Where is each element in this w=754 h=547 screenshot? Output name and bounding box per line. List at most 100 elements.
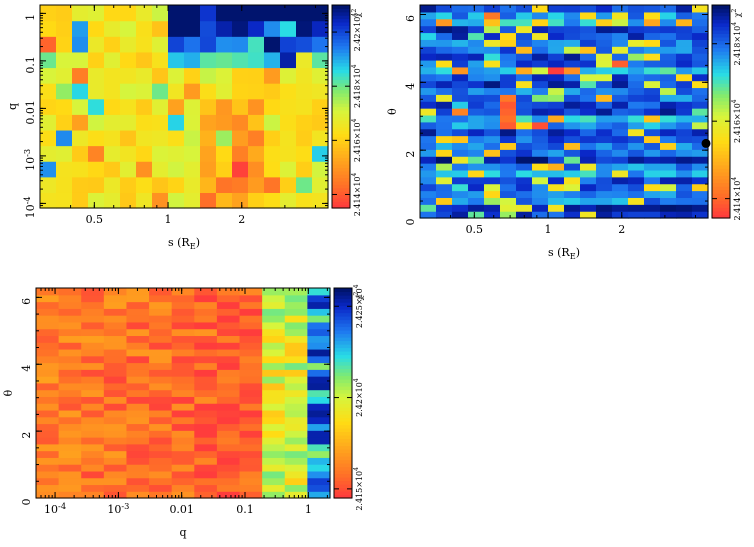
colorbar-segment bbox=[334, 480, 352, 485]
heatmap-cell bbox=[126, 382, 150, 391]
heatmap-cell bbox=[36, 470, 60, 479]
heatmap-cell bbox=[72, 161, 89, 178]
colorbar-segment bbox=[332, 92, 350, 97]
heatmap-cell bbox=[676, 73, 693, 82]
heatmap-cell bbox=[81, 457, 105, 465]
heatmap-cell bbox=[36, 450, 60, 458]
heatmap-cell bbox=[452, 197, 469, 205]
heatmap-cell bbox=[692, 176, 709, 185]
heatmap-cell bbox=[644, 176, 661, 185]
heatmap-cell bbox=[484, 114, 501, 123]
heatmap-cell bbox=[171, 315, 195, 323]
heatmap-cell bbox=[88, 176, 105, 193]
heatmap-cell bbox=[36, 348, 60, 357]
heatmap-cell bbox=[612, 46, 629, 54]
colorbar-segment bbox=[334, 302, 352, 307]
heatmap-cell bbox=[284, 484, 308, 492]
heatmap-cell bbox=[168, 98, 185, 115]
heatmap-cell bbox=[676, 46, 693, 54]
colorbar-segment bbox=[334, 487, 352, 492]
heatmap-cell bbox=[264, 161, 281, 178]
heatmap-cell bbox=[548, 135, 565, 144]
heatmap-cell bbox=[564, 80, 581, 89]
heatmap-cell bbox=[452, 94, 469, 102]
heatmap-cell bbox=[484, 66, 501, 75]
heatmap-cell bbox=[232, 192, 249, 209]
heatmap-cell bbox=[612, 163, 629, 171]
heatmap-cell bbox=[36, 301, 60, 309]
heatmap-cell bbox=[580, 183, 597, 192]
heatmap-cell bbox=[692, 66, 709, 75]
heatmap-cell bbox=[532, 121, 549, 130]
heatmap-cell bbox=[216, 450, 241, 458]
heatmap-cell bbox=[436, 183, 453, 192]
heatmap-cell bbox=[194, 348, 218, 357]
heatmap-cell bbox=[171, 491, 195, 499]
heatmap-cell bbox=[660, 5, 677, 13]
heatmap-cell bbox=[184, 176, 201, 193]
heatmap-cell bbox=[660, 94, 677, 102]
colorbar-segment bbox=[334, 484, 352, 489]
heatmap-cell bbox=[596, 59, 613, 68]
heatmap-cell bbox=[420, 121, 437, 130]
heatmap-cell bbox=[194, 355, 218, 364]
heatmap-cell bbox=[484, 163, 501, 171]
colorbar-segment bbox=[334, 309, 352, 314]
colorbar-segment bbox=[332, 86, 350, 91]
heatmap-cell bbox=[596, 80, 613, 89]
heatmap-cell bbox=[262, 348, 286, 357]
heatmap-cell bbox=[56, 145, 73, 162]
heatmap-cell bbox=[103, 294, 128, 303]
heatmap-cell bbox=[628, 5, 645, 13]
heatmap-cell bbox=[36, 308, 60, 316]
heatmap-cell bbox=[88, 114, 105, 131]
heatmap-cell bbox=[81, 470, 105, 479]
heatmap-cell bbox=[149, 484, 173, 492]
heatmap-cell bbox=[239, 355, 263, 364]
heatmap-cell bbox=[484, 211, 501, 219]
heatmap-cell bbox=[136, 114, 153, 131]
heatmap-cell bbox=[136, 176, 153, 193]
heatmap-cell bbox=[168, 67, 185, 84]
heatmap-cell bbox=[194, 437, 218, 445]
heatmap-cell bbox=[103, 450, 128, 458]
heatmap-cell bbox=[248, 192, 265, 209]
heatmap-cell bbox=[644, 128, 661, 137]
heatmap-cell bbox=[580, 176, 597, 185]
heatmap-cell bbox=[516, 46, 533, 54]
heatmap-cell bbox=[194, 484, 218, 492]
heatmap-cell bbox=[56, 36, 73, 53]
heatmap-cell bbox=[262, 430, 286, 438]
heatmap-cell bbox=[262, 288, 286, 296]
heatmap-cell bbox=[72, 67, 89, 84]
heatmap-cell bbox=[452, 5, 469, 13]
heatmap-cell bbox=[264, 114, 281, 131]
heatmap-cell bbox=[580, 46, 597, 54]
heatmap-cell bbox=[194, 396, 218, 404]
heatmap-cell bbox=[628, 94, 645, 102]
heatmap-cell bbox=[564, 108, 581, 116]
heatmap-cell bbox=[296, 114, 313, 131]
best-fit-marker bbox=[701, 138, 711, 148]
heatmap-cell bbox=[103, 457, 128, 465]
heatmap-cell bbox=[216, 369, 241, 377]
heatmap-cell bbox=[420, 156, 437, 164]
colorbar-segment bbox=[712, 175, 730, 180]
heatmap-cell bbox=[104, 67, 121, 84]
heatmap-cell bbox=[612, 114, 629, 123]
heatmap-cell bbox=[692, 190, 709, 198]
heatmap-cell bbox=[628, 142, 645, 150]
heatmap-cell bbox=[296, 83, 313, 100]
heatmap-cell bbox=[40, 192, 57, 209]
heatmap-cell bbox=[307, 389, 331, 397]
heatmap-cell bbox=[564, 183, 581, 192]
colorbar-segment bbox=[332, 82, 350, 87]
heatmap-cell bbox=[628, 18, 645, 27]
heatmap-cell bbox=[676, 190, 693, 198]
heatmap-cell bbox=[596, 5, 613, 13]
y-tick-label: 2 bbox=[404, 151, 417, 158]
heatmap-cell bbox=[644, 80, 661, 89]
colorbar-segment bbox=[332, 160, 350, 165]
heatmap-cell bbox=[500, 101, 517, 109]
heatmap-cell bbox=[548, 73, 565, 82]
